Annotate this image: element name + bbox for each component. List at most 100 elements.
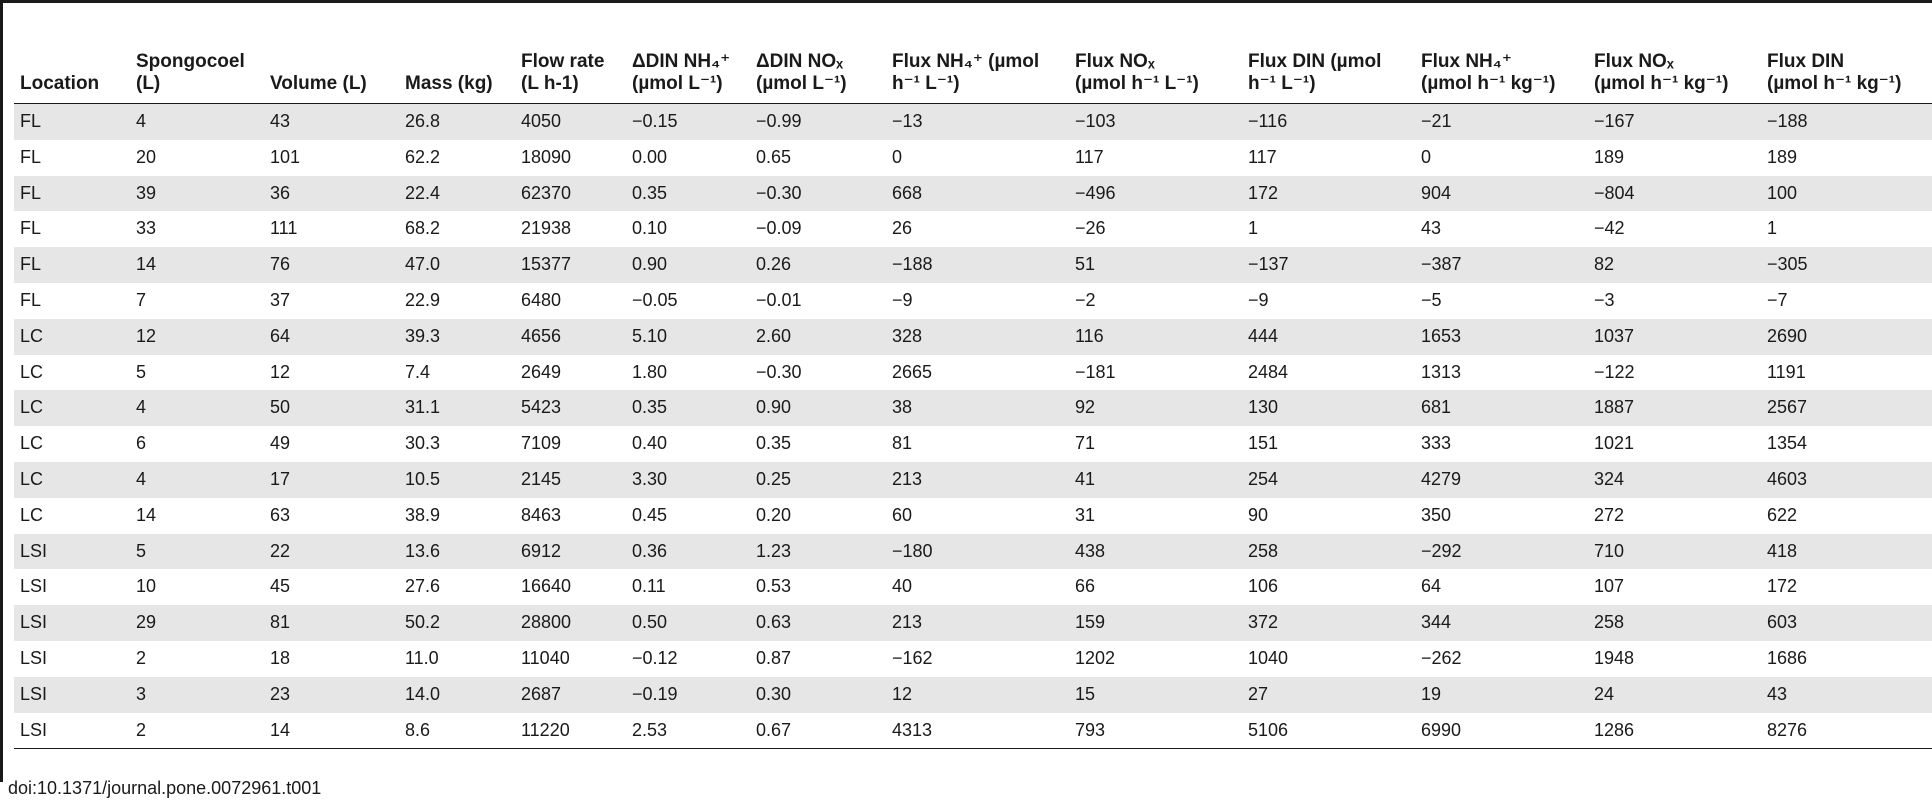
table-row: FL 7 37 22.9 6480 −0.05 −0.01 −9 −2 −9 −5 −3 −7: [14, 283, 1932, 319]
table-cell: −305: [1761, 247, 1932, 283]
table-cell: −0.99: [750, 103, 886, 140]
table-cell: 29: [130, 605, 264, 641]
table-cell: 444: [1242, 318, 1415, 355]
table-cell: 8276: [1761, 712, 1932, 750]
table-cell: 64: [1421, 576, 1442, 597]
column-header-line2: Volume (L): [270, 73, 367, 94]
table-cell: 6480: [521, 289, 562, 310]
table-cell: 1653: [1415, 318, 1588, 355]
table-cell: 0.67: [750, 712, 886, 750]
table-cell: 13.6: [399, 533, 515, 570]
table-cell: 6912: [515, 533, 626, 570]
column-header-line2: Location: [20, 73, 100, 94]
table-cell: 17: [264, 461, 399, 498]
table-cell: 22.4: [399, 175, 515, 212]
table-cell: 81: [264, 605, 399, 641]
table-cell: 0.30: [750, 676, 886, 713]
table-cell: 45: [270, 576, 291, 597]
table-cell: 22.9: [405, 289, 441, 310]
table-cell: 272: [1594, 504, 1625, 525]
table-cell: 19: [1415, 676, 1588, 713]
table-cell: −9: [892, 289, 913, 310]
table-cell: 0.11: [632, 576, 666, 597]
table-cell: 14: [264, 712, 399, 750]
table-cell: 622: [1767, 504, 1798, 525]
table-cell: 2: [130, 712, 264, 750]
table-cell: 3.30: [626, 461, 750, 498]
column-header-line1: ΔDIN NH₄⁺: [632, 51, 731, 72]
table-cell: −0.30: [756, 361, 802, 382]
table-cell: 4279: [1415, 461, 1588, 498]
column-header-5: ΔDIN NH₄⁺ (µmol L⁻¹): [626, 38, 750, 104]
table-cell: 1313: [1421, 361, 1462, 382]
table-cell: 213: [886, 461, 1069, 498]
table-cell: 0.45: [632, 504, 668, 525]
table-cell: 10.5: [399, 461, 515, 498]
column-header-line2: h⁻¹ L⁻¹): [1248, 73, 1316, 94]
table-cell: 0.20: [756, 504, 792, 525]
table-cell: 1202: [1075, 647, 1116, 668]
doi-citation: doi:10.1371/journal.pone.0072961.t001: [8, 778, 322, 798]
table-cell: 60: [892, 504, 913, 525]
table-cell: 1191: [1767, 361, 1806, 382]
table-cell: 0.90: [626, 247, 750, 283]
table-row: LC 6 49 30.3 7109 0.40 0.35 81 71 151 333 1021 1354: [14, 426, 1932, 462]
table-cell: LSI: [14, 605, 130, 641]
table-cell: 668: [886, 175, 1069, 212]
table-cell: 159: [1069, 605, 1242, 641]
table-row: LSI 10 45 27.6 16640 0.11 0.53 40 66 106 64 107 172: [14, 569, 1932, 605]
table-cell: 213: [886, 605, 1069, 641]
table-cell: 5.10: [626, 318, 750, 355]
table-cell: LC: [20, 433, 44, 454]
table-cell: −3: [1594, 289, 1615, 310]
column-header-line1: Flux NOₓ: [1075, 51, 1155, 72]
table-cell: −162: [892, 647, 933, 668]
table-cell: 4656: [515, 318, 626, 355]
column-header-6: ΔDIN NOₓ (µmol L⁻¹): [750, 38, 886, 104]
column-header-line2: (µmol h⁻¹ kg⁻¹): [1594, 73, 1729, 94]
table-cell: FL: [20, 146, 42, 167]
table-cell: 710: [1588, 533, 1761, 570]
table-cell: LC: [14, 461, 130, 498]
table-cell: −0.09: [756, 218, 802, 239]
table-body: FL 4 43 26.8 4050 −0.15 −0.99 −13 −103 −116 −21 −16…: [14, 103, 1932, 750]
table-cell: 106: [1248, 576, 1279, 597]
table-row: FL 39 36 22.4 62370 0.35 −0.30 668 −496 172 904 −80…: [14, 175, 1932, 212]
table-cell: 1040: [1248, 647, 1289, 668]
table-cell: 26.8: [399, 103, 515, 140]
table-cell: 328: [886, 318, 1069, 355]
table-cell: 0.63: [750, 605, 886, 641]
table-cell: 50.2: [399, 605, 515, 641]
column-header-line1: Flux NOₓ: [1594, 51, 1674, 72]
data-table: Location Spongocoel (L) Volume (L) Mass (k…: [14, 38, 1932, 750]
table-cell: 333: [1421, 433, 1452, 454]
table-cell: 0: [1421, 146, 1432, 167]
table-cell: 11.0: [405, 647, 439, 668]
table-cell: −188: [886, 247, 1069, 283]
table-cell: 1021: [1594, 433, 1635, 454]
table-cell: 0.35: [626, 175, 750, 212]
table-cell: 1948: [1594, 647, 1635, 668]
column-header-10: Flux NH₄⁺ (µmol h⁻¹ kg⁻¹): [1415, 38, 1588, 104]
column-header-line1: Flux DIN (µmol: [1248, 51, 1382, 72]
table-cell: 324: [1588, 461, 1761, 498]
table-cell: 23: [264, 676, 399, 713]
table-cell: 5106: [1242, 712, 1415, 750]
table-cell: 2.60: [750, 318, 886, 355]
table-cell: 117: [1248, 146, 1277, 167]
table-cell: −2: [1075, 289, 1096, 310]
table-cell: 7109: [521, 433, 562, 454]
table-cell: 1.80: [632, 361, 668, 382]
table-cell: 11220: [515, 712, 626, 750]
table-cell: 681: [1415, 390, 1588, 427]
column-header-line1: [270, 51, 399, 73]
table-cell: 38.9: [405, 504, 441, 525]
table-cell: −103: [1069, 103, 1242, 140]
table-cell: 603: [1761, 605, 1932, 641]
table-cell: 1887: [1588, 390, 1761, 427]
table-cell: 116: [1069, 318, 1242, 355]
table-cell: 258: [1242, 533, 1415, 570]
table-cell: 0.26: [750, 247, 886, 283]
table-cell: −387: [1415, 247, 1588, 283]
table-cell: LSI: [14, 676, 130, 713]
